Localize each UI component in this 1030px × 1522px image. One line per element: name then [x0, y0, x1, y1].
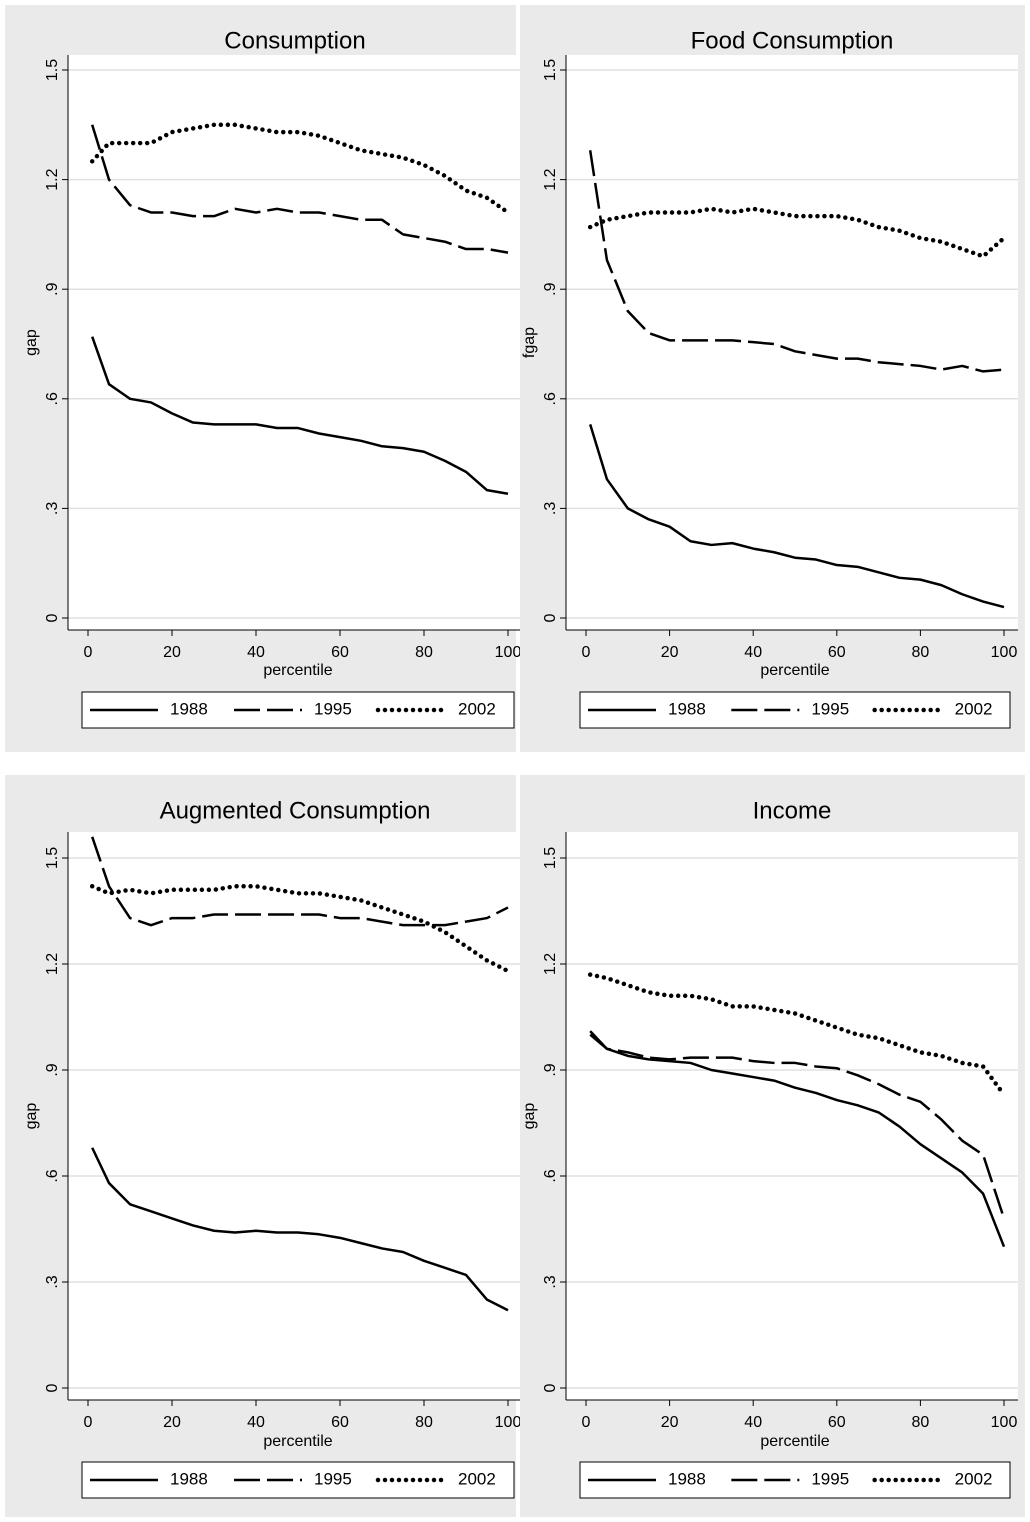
panel: Augmented Consumption 0 .3 .6 .9 1.2 1.5 0 20 40 6… — [5, 775, 522, 1517]
plot-region — [68, 55, 522, 630]
y-tick-label: .6 — [542, 1169, 559, 1182]
x-tick-label: 40 — [247, 1414, 265, 1431]
plot-region — [68, 832, 522, 1400]
y-tick-label: 1.5 — [44, 847, 61, 869]
x-tick-label: 100 — [495, 1414, 522, 1431]
panel: Income 0 .3 .6 .9 1.2 1.5 0 20 40 60 80 100 percentil… — [520, 775, 1025, 1517]
x-tick-label: 0 — [84, 644, 93, 661]
series-line — [587, 206, 1007, 259]
y-tick-label: .3 — [44, 1275, 61, 1288]
chart-title: Augmented Consumption — [160, 797, 431, 824]
y-tick-label: 0 — [44, 1383, 61, 1392]
chart-title: Income — [753, 797, 832, 824]
legend-label: 2002 — [458, 1469, 496, 1488]
series-line — [91, 836, 509, 927]
x-tick-label: 60 — [331, 1414, 349, 1431]
y-tick-label: 0 — [542, 1383, 559, 1392]
plot-region — [566, 832, 1018, 1400]
chart-title: Food Consumption — [691, 27, 894, 54]
y-tick-label: .3 — [542, 502, 559, 515]
x-tick-label: 0 — [582, 1414, 591, 1431]
x-tick-label: 20 — [661, 1414, 679, 1431]
chart-title: Consumption — [224, 27, 365, 54]
y-tick-label: .9 — [44, 1063, 61, 1076]
panel: Food Consumption 0 .3 .6 .9 1.2 1.5 0 20 40 60 80 10… — [520, 5, 1025, 752]
legend-label: 1995 — [811, 1469, 849, 1488]
x-tick-label: 100 — [495, 644, 522, 661]
legend-label: 1995 — [314, 699, 352, 718]
x-tick-label: 20 — [661, 644, 679, 661]
y-tick-label: .6 — [44, 1169, 61, 1182]
y-tick-label: 1.2 — [44, 168, 61, 190]
x-tick-label: 40 — [744, 644, 762, 661]
y-tick-label: .3 — [542, 1275, 559, 1288]
x-tick-label: 0 — [84, 1414, 93, 1431]
y-tick-label: .9 — [542, 1063, 559, 1076]
x-tick-label: 100 — [991, 1414, 1018, 1431]
x-axis-label: percentile — [760, 1433, 829, 1450]
y-axis-label: gap — [521, 1103, 538, 1130]
legend-label: 2002 — [955, 699, 993, 718]
y-tick-label: 1.5 — [542, 59, 559, 81]
x-tick-label: 60 — [331, 644, 349, 661]
y-tick-label: 1.2 — [44, 953, 61, 975]
series-line — [91, 336, 509, 496]
y-tick-label: .9 — [44, 282, 61, 295]
x-tick-label: 20 — [163, 644, 181, 661]
plot-region — [566, 55, 1018, 630]
y-tick-label: 1.2 — [542, 168, 559, 190]
x-tick-label: 80 — [912, 644, 930, 661]
y-tick-label: 1.5 — [44, 59, 61, 81]
x-tick-label: 40 — [744, 1414, 762, 1431]
legend-label: 1988 — [668, 699, 706, 718]
series-line — [588, 424, 1005, 609]
y-tick-label: .6 — [542, 392, 559, 405]
x-tick-label: 60 — [828, 1414, 846, 1431]
y-tick-label: .3 — [44, 502, 61, 515]
y-tick-label: 1.5 — [542, 847, 559, 869]
x-axis-label: percentile — [760, 662, 829, 679]
x-tick-label: 80 — [415, 644, 433, 661]
x-tick-label: 80 — [415, 1414, 433, 1431]
series-line — [587, 972, 1007, 1097]
x-tick-label: 40 — [247, 644, 265, 661]
y-tick-label: 1.2 — [542, 953, 559, 975]
legend-label: 1988 — [170, 1469, 208, 1488]
series-line — [589, 1033, 1006, 1219]
y-axis-label: gap — [23, 1103, 40, 1130]
x-axis-label: percentile — [263, 1433, 332, 1450]
y-axis-label: gap — [23, 329, 40, 356]
y-tick-label: .6 — [44, 392, 61, 405]
legend-label: 2002 — [955, 1469, 993, 1488]
panel: Consumption 0 .3 .6 .9 1.2 1.5 0 20 40 60 80 100 perc… — [5, 5, 522, 752]
x-tick-label: 20 — [163, 1414, 181, 1431]
y-axis-label: fgap — [521, 327, 538, 358]
x-tick-label: 80 — [912, 1414, 930, 1431]
legend-label: 1988 — [170, 699, 208, 718]
y-tick-label: 0 — [44, 613, 61, 622]
x-axis-label: percentile — [263, 662, 332, 679]
series-line — [589, 1030, 1006, 1248]
x-tick-label: 100 — [991, 644, 1018, 661]
series-line — [89, 884, 511, 974]
legend-label: 1995 — [811, 699, 849, 718]
series-line — [91, 124, 509, 254]
series-line — [89, 122, 511, 215]
y-tick-label: 0 — [542, 613, 559, 622]
series-line — [91, 1147, 509, 1312]
x-tick-label: 0 — [582, 644, 591, 661]
legend-label: 2002 — [458, 699, 496, 718]
legend-label: 1988 — [668, 1469, 706, 1488]
y-tick-label: .9 — [542, 282, 559, 295]
x-tick-label: 60 — [828, 644, 846, 661]
legend-label: 1995 — [314, 1469, 352, 1488]
series-line — [588, 150, 1005, 373]
